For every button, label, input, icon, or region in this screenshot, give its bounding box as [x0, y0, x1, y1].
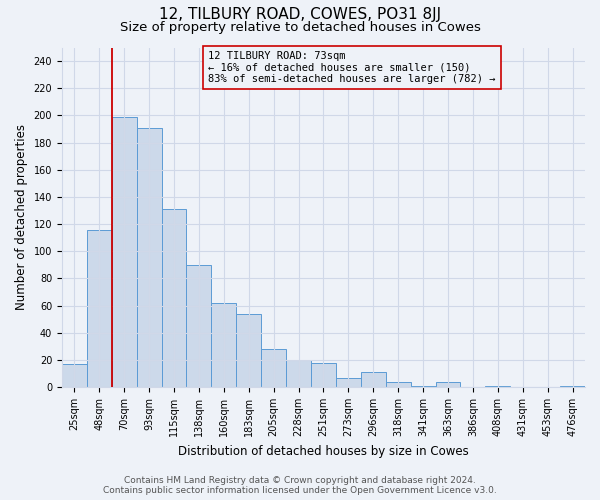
Y-axis label: Number of detached properties: Number of detached properties [15, 124, 28, 310]
Text: 12, TILBURY ROAD, COWES, PO31 8JJ: 12, TILBURY ROAD, COWES, PO31 8JJ [159, 8, 441, 22]
Bar [336, 378, 361, 387]
Bar [161, 209, 187, 387]
Bar [87, 230, 112, 387]
Bar [187, 265, 211, 387]
Bar [211, 303, 236, 387]
Bar [112, 117, 137, 387]
Bar [361, 372, 386, 387]
Text: Size of property relative to detached houses in Cowes: Size of property relative to detached ho… [119, 21, 481, 34]
Bar [485, 386, 510, 387]
Bar [410, 386, 436, 387]
X-axis label: Distribution of detached houses by size in Cowes: Distribution of detached houses by size … [178, 444, 469, 458]
Bar [236, 314, 261, 387]
Text: 12 TILBURY ROAD: 73sqm
← 16% of detached houses are smaller (150)
83% of semi-de: 12 TILBURY ROAD: 73sqm ← 16% of detached… [208, 51, 496, 84]
Bar [386, 382, 410, 387]
Bar [137, 128, 161, 387]
Bar [62, 364, 87, 387]
Bar [436, 382, 460, 387]
Bar [560, 386, 585, 387]
Bar [261, 349, 286, 387]
Bar [286, 360, 311, 387]
Bar [311, 362, 336, 387]
Text: Contains HM Land Registry data © Crown copyright and database right 2024.
Contai: Contains HM Land Registry data © Crown c… [103, 476, 497, 495]
